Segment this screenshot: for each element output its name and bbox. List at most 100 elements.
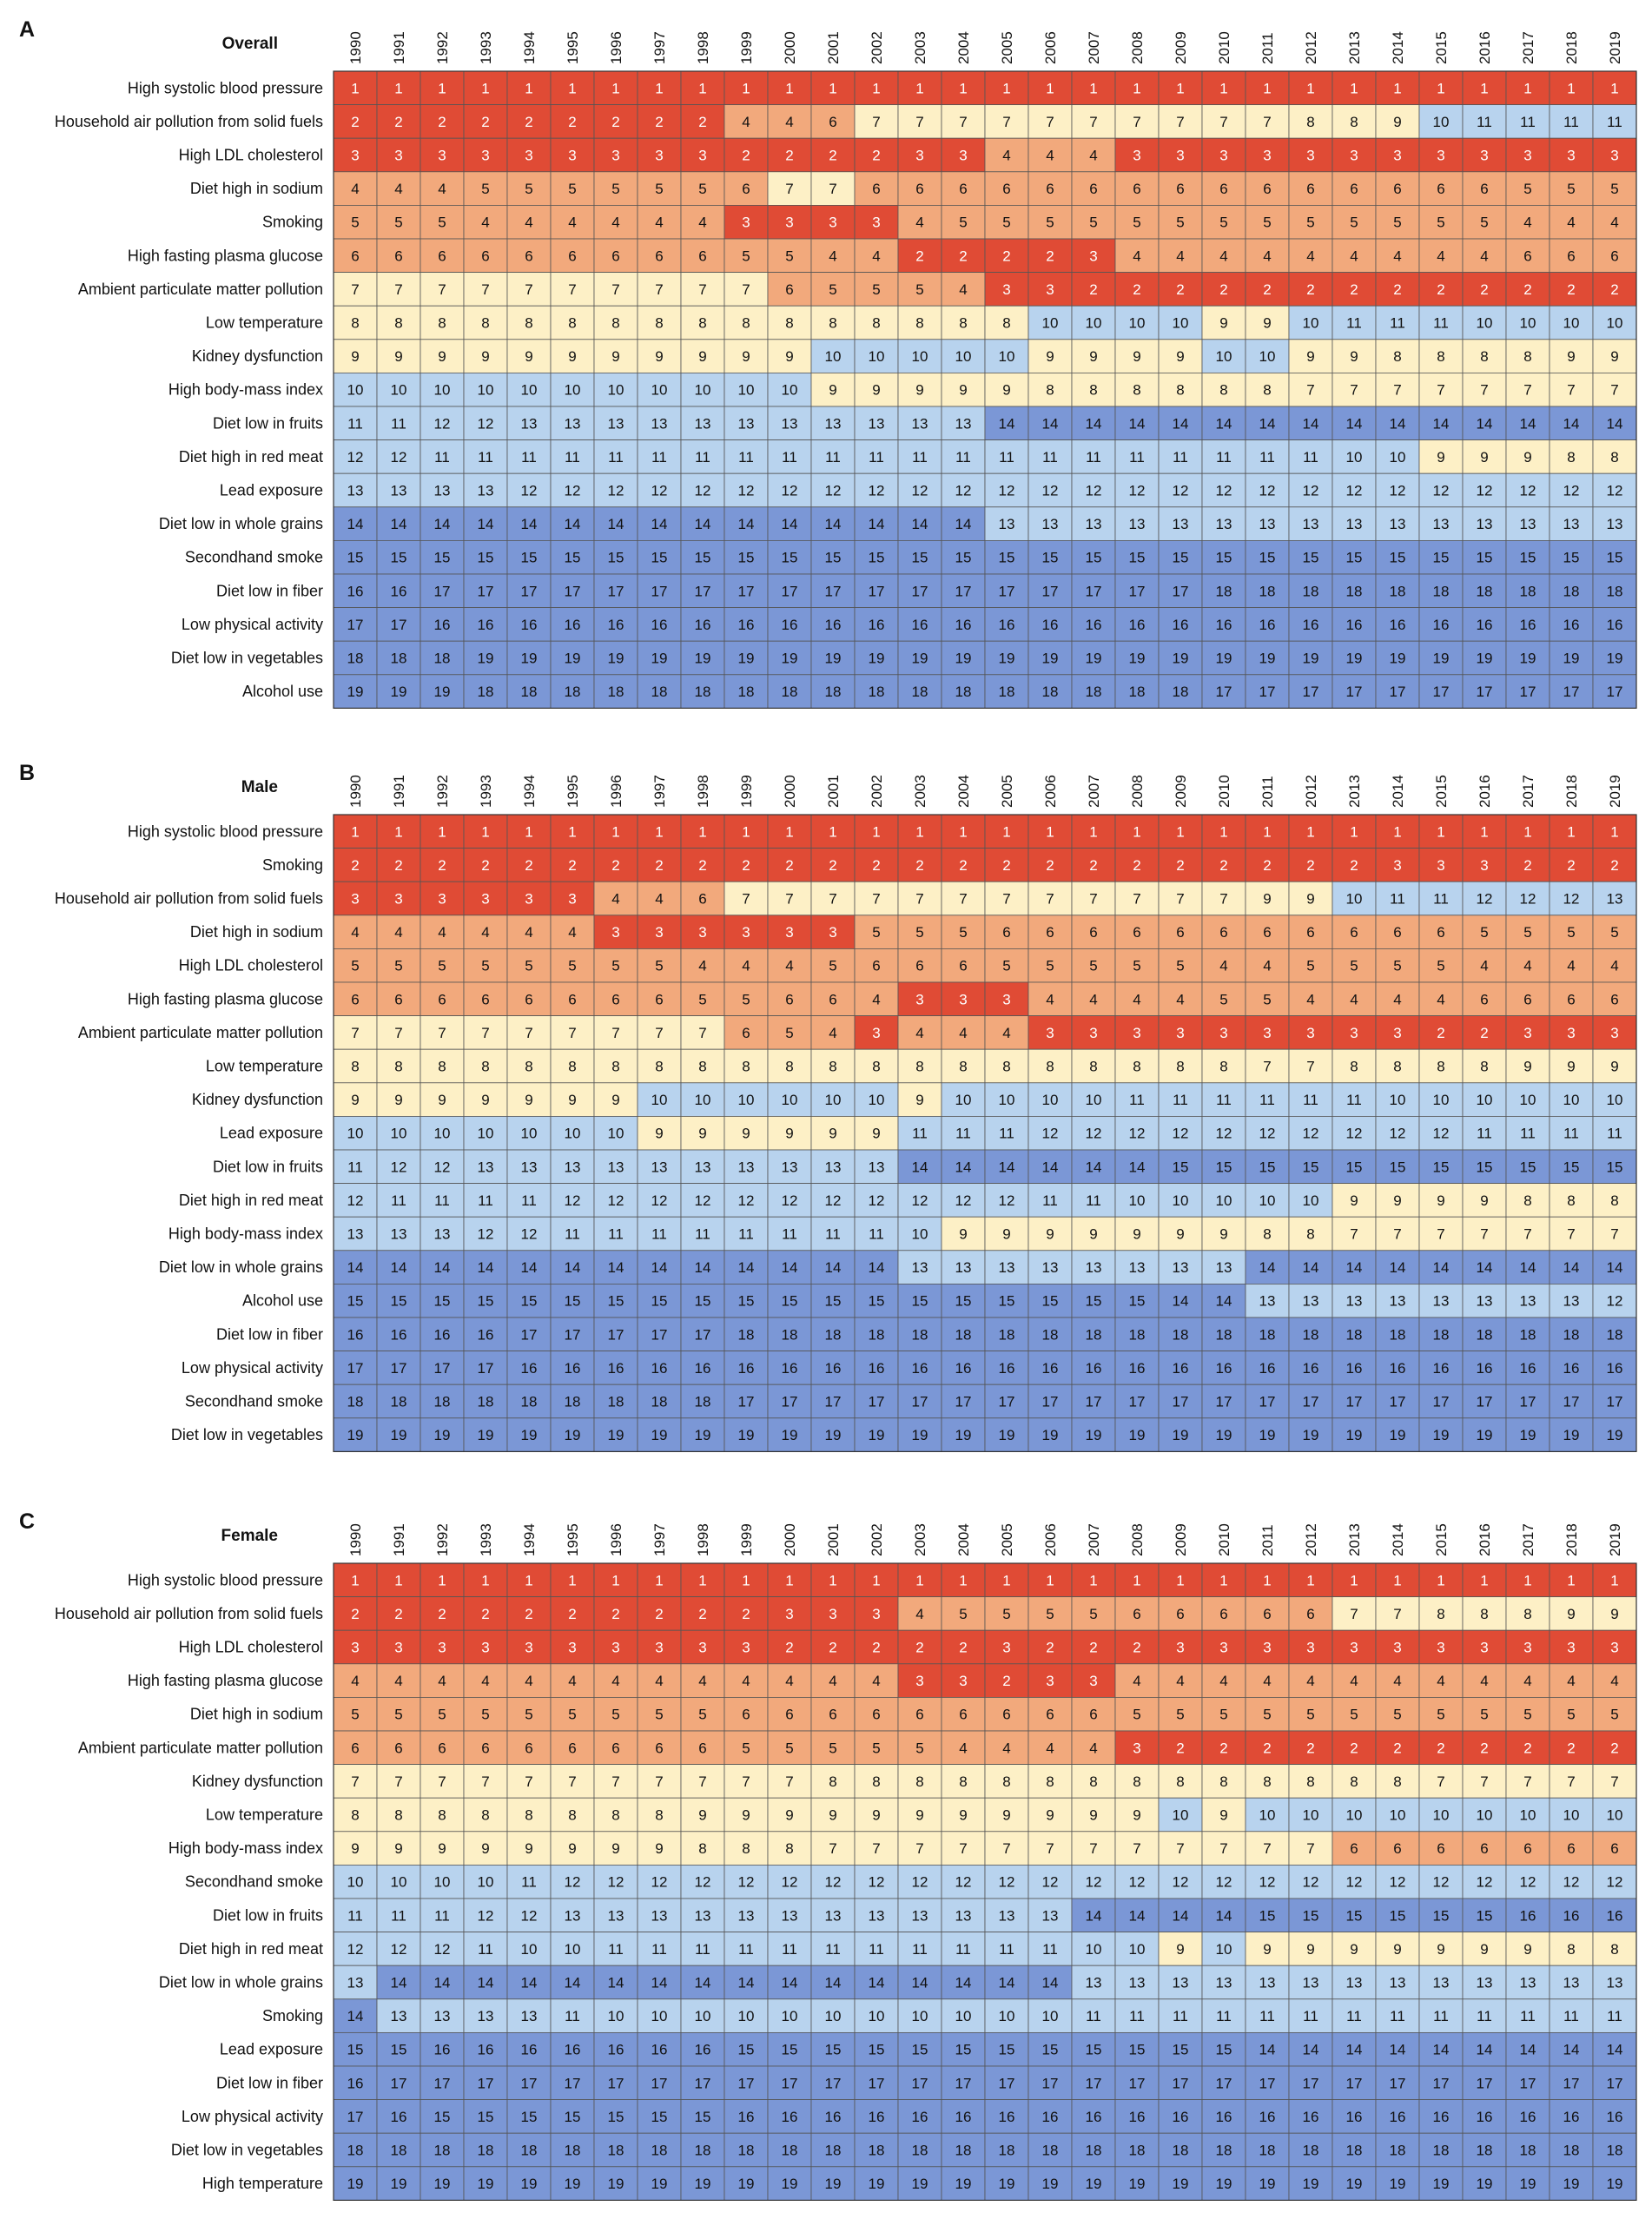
heatmap-cell — [420, 1183, 465, 1218]
heatmap-cell — [1114, 640, 1160, 676]
rank-value: 19 — [1086, 651, 1102, 667]
rank-value: 7 — [438, 281, 446, 298]
rank-value: 11 — [912, 1941, 928, 1958]
rank-value: 10 — [1216, 348, 1232, 365]
rank-value: 11 — [1433, 891, 1449, 908]
rank-value: 4 — [438, 924, 446, 941]
heatmap-cell — [1071, 406, 1116, 440]
panel-title: Female — [221, 1527, 278, 1545]
rank-value: 6 — [1610, 1840, 1618, 1857]
rank-value: 4 — [655, 215, 663, 231]
rank-value: 5 — [1089, 958, 1097, 974]
heatmap-cell — [506, 406, 552, 440]
rank-value: 7 — [1567, 382, 1575, 399]
rank-value: 17 — [391, 617, 407, 633]
rank-value: 4 — [1133, 248, 1140, 264]
rank-value: 15 — [1390, 1907, 1406, 1924]
heatmap-cell — [767, 272, 812, 307]
rank-value: 2 — [1002, 857, 1010, 874]
rank-value: 2 — [1306, 1740, 1314, 1756]
rank-value: 16 — [782, 2109, 798, 2125]
heatmap-cell — [593, 1317, 638, 1351]
rank-value: 17 — [1042, 2075, 1059, 2091]
heatmap-cell — [1375, 305, 1420, 340]
rank-value: 19 — [738, 2176, 755, 2192]
rank-value: 17 — [478, 583, 494, 599]
rank-value: 5 — [1089, 1606, 1097, 1622]
rank-value: 19 — [1346, 2176, 1363, 2192]
heatmap-cell — [1071, 1697, 1116, 1732]
risk-factor-label: High temperature — [202, 2175, 323, 2192]
risk-factor-label: Kidney dysfunction — [192, 347, 323, 365]
heatmap-cell — [376, 573, 421, 608]
year-label: 2018 — [1563, 1523, 1580, 1556]
rank-value: 5 — [568, 958, 576, 974]
rank-value: 11 — [608, 1226, 624, 1243]
heatmap-cell — [1505, 1562, 1550, 1597]
rank-value: 13 — [869, 1907, 885, 1924]
heatmap-cell — [724, 1116, 769, 1151]
rank-value: 3 — [1610, 148, 1618, 164]
heatmap-cell — [420, 1629, 465, 1665]
rank-value: 8 — [568, 315, 576, 332]
rank-value: 18 — [347, 651, 364, 667]
heatmap-cell — [767, 881, 812, 916]
heatmap-cell — [1158, 573, 1203, 608]
heatmap-cell — [1245, 171, 1290, 206]
rank-value: 1 — [1002, 823, 1010, 840]
rank-value: 18 — [1129, 1326, 1146, 1343]
rank-value: 12 — [565, 483, 581, 499]
heatmap-cell — [463, 573, 508, 608]
rank-value: 2 — [1567, 281, 1575, 298]
heatmap-cell — [463, 238, 508, 273]
rank-value: 6 — [1350, 924, 1358, 941]
heatmap-cell — [854, 137, 899, 173]
year-label: 2019 — [1607, 775, 1623, 808]
heatmap-cell — [1505, 981, 1550, 1016]
heatmap-cell — [1201, 1216, 1246, 1251]
heatmap-cell — [854, 1250, 899, 1285]
rank-value: 2 — [1046, 248, 1054, 264]
heatmap-cell — [680, 272, 725, 307]
rank-value: 6 — [525, 1740, 532, 1756]
rank-value: 2 — [568, 1606, 576, 1622]
heatmap-cell — [984, 104, 1029, 139]
rank-value: 7 — [1176, 114, 1184, 130]
rank-value: 18 — [434, 2143, 451, 2159]
rank-value: 2 — [351, 114, 359, 130]
rank-value: 1 — [1437, 1572, 1444, 1588]
rank-value: 4 — [829, 248, 836, 264]
rank-value: 7 — [742, 891, 750, 908]
year-label: 2006 — [1042, 775, 1059, 808]
heatmap-cell — [984, 506, 1029, 541]
heatmap-cell — [1158, 305, 1203, 340]
rank-value: 12 — [738, 1192, 755, 1209]
rank-value: 17 — [1173, 583, 1189, 599]
rank-value: 7 — [1350, 1606, 1358, 1622]
rank-value: 6 — [915, 958, 923, 974]
heatmap-cell — [463, 607, 508, 642]
rank-value: 7 — [438, 1025, 446, 1041]
rank-value: 10 — [1346, 1807, 1363, 1824]
rank-value: 15 — [391, 1293, 407, 1310]
rank-value: 7 — [1610, 1226, 1618, 1243]
year-label: 1992 — [434, 31, 451, 64]
heatmap-cell — [1592, 204, 1637, 240]
rank-value: 16 — [1520, 2109, 1536, 2125]
year-label: 2018 — [1563, 775, 1580, 808]
heatmap-cell — [680, 915, 725, 949]
heatmap-cell — [506, 1116, 552, 1151]
rank-value: 13 — [651, 1907, 668, 1924]
heatmap-cell — [941, 1596, 986, 1631]
rank-value: 18 — [608, 2143, 624, 2159]
heatmap-cell — [1375, 1082, 1420, 1117]
rank-value: 6 — [698, 248, 706, 264]
rank-value: 3 — [1393, 1640, 1401, 1656]
rank-value: 5 — [1219, 991, 1227, 1007]
rank-value: 3 — [1350, 1640, 1358, 1656]
rank-value: 10 — [521, 1126, 538, 1142]
year-label: 2019 — [1607, 31, 1623, 64]
rank-value: 10 — [565, 382, 581, 399]
rank-value: 4 — [438, 1673, 446, 1689]
heatmap-cell — [724, 948, 769, 983]
